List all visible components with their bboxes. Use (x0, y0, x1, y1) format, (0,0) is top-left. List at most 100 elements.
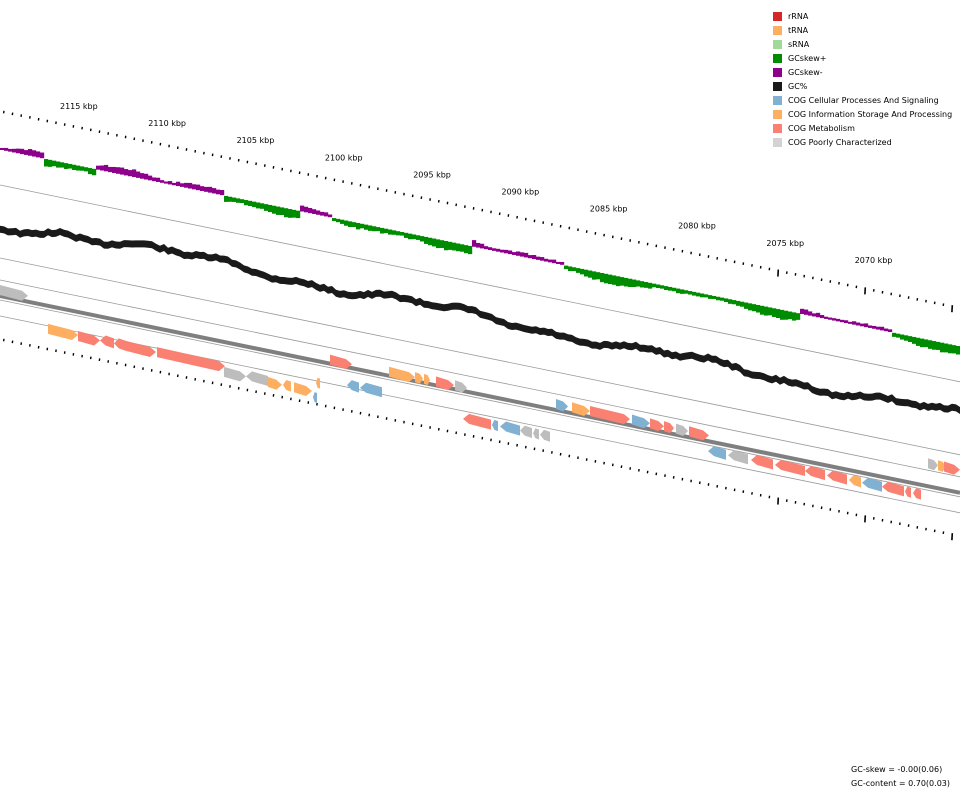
gc-skew-bar (872, 325, 877, 329)
gc-skew-bar (188, 182, 193, 189)
gene-arrow (728, 450, 748, 465)
legend-item: COG Information Storage And Processing (773, 107, 952, 121)
gc-skew-bar (540, 257, 545, 261)
gc-skew-bar (512, 252, 517, 255)
gc-skew-bar (316, 210, 321, 215)
gc-skew-bar (576, 268, 581, 273)
gc-skew-bar (388, 229, 393, 235)
gc-skew-bar (744, 302, 749, 309)
gc-skew-bar (248, 200, 253, 207)
gc-skew-bar (172, 182, 177, 186)
gc-skew-bar (304, 206, 309, 213)
gc-skew-bar (252, 201, 257, 208)
gc-skew-bar (264, 204, 269, 211)
gc-skew-bar (184, 182, 189, 188)
gc-skew-bar (236, 198, 241, 203)
gc-skew-bar (772, 308, 777, 317)
legend-swatch (773, 95, 782, 105)
gene-arrow (313, 392, 317, 403)
gc-skew-bar (132, 169, 137, 178)
gc-skew-bar (736, 300, 741, 306)
gc-skew-bar (284, 208, 289, 218)
legend-label: GCskew- (788, 67, 823, 77)
gc-skew-bar (876, 326, 881, 330)
gc-skew-bar (532, 255, 537, 260)
gc-skew-bar (644, 282, 649, 288)
gc-skew-bar (648, 282, 653, 289)
guide-line (0, 299, 960, 498)
gc-skew-bar (280, 207, 285, 216)
gc-skew-bar (216, 189, 221, 195)
gene-arrow (114, 338, 126, 351)
gc-skew-bar (416, 235, 421, 240)
gc-content-stat: GC-content = 0.70(0.03) (851, 779, 950, 788)
backbone-track (0, 294, 960, 495)
gc-skew-bar (112, 166, 117, 173)
gc-skew-bar (40, 152, 45, 159)
gc-skew-bar (32, 150, 37, 157)
gc-skew-bar (456, 243, 461, 252)
gc-skew-bar (936, 341, 941, 350)
gc-skew-bar (48, 159, 53, 167)
gene-arrow (533, 428, 539, 440)
scale-tick-label: 2095 kbp (413, 170, 451, 179)
gc-skew-bar (900, 334, 905, 340)
gc-skew-bar (892, 332, 897, 337)
legend-swatch (773, 81, 782, 91)
gene-arrow (268, 376, 282, 390)
gc-skew-bar (804, 309, 809, 315)
gc-content-track (0, 224, 960, 414)
gc-skew-bar (668, 286, 673, 291)
gc-skew-bar (572, 267, 577, 272)
gc-skew-bar (552, 259, 557, 264)
gc-skew-bar (536, 256, 541, 260)
gc-skew-bar (640, 281, 645, 288)
gc-skew-bar (852, 321, 857, 325)
gc-skew-bar (420, 236, 425, 242)
gc-skew-bar (752, 304, 757, 312)
gc-skew-bar (28, 149, 33, 156)
gc-skew-bar (64, 163, 69, 169)
gene-arrow (283, 380, 291, 392)
gc-skew-bar (76, 165, 81, 171)
gc-skew-bar (268, 204, 273, 213)
gc-skew-bar (764, 306, 769, 316)
gene-arrow (436, 376, 454, 391)
gc-content-band (0, 224, 960, 414)
gc-skew-bar (292, 209, 297, 218)
gc-skew-bar (428, 237, 433, 246)
gene-arrow (415, 372, 423, 384)
legend-label: COG Poorly Characterized (788, 137, 892, 147)
gc-skew-bar (168, 181, 173, 185)
gc-skew-bar (500, 249, 505, 253)
gc-skew-bar (688, 291, 693, 295)
gc-skew-bar (632, 279, 637, 287)
legend-label: COG Metabolism (788, 123, 855, 133)
gc-skew-bar (88, 168, 93, 175)
gene-arrow (246, 371, 268, 386)
gc-skew-bar (896, 333, 901, 338)
gc-skew-bar (408, 233, 413, 240)
legend-swatch (773, 67, 782, 77)
gc-skew-bar (156, 177, 161, 182)
gc-skew-bar (440, 240, 445, 248)
legend-swatch (773, 39, 782, 49)
gc-skew-track (0, 147, 960, 355)
gene-arrow (0, 285, 28, 301)
gc-skew-stat: GC-skew = -0.00(0.06) (851, 765, 943, 774)
guide-line (0, 279, 960, 478)
gene-arrow (316, 377, 320, 389)
gene-arrow (48, 323, 78, 340)
gc-skew-bar (52, 160, 57, 167)
gene-arrow (590, 405, 630, 425)
gc-skew-bar (760, 305, 765, 315)
gc-skew-bar (124, 169, 129, 176)
gc-skew-bar (396, 231, 401, 236)
gc-skew-bar (100, 165, 105, 171)
gc-skew-bar (360, 223, 365, 229)
gc-skew-bar (260, 203, 265, 209)
gc-skew-bar (404, 232, 409, 238)
legend-item: GCskew+ (773, 51, 952, 65)
legend-item: GCskew- (773, 65, 952, 79)
gc-skew-bar (796, 313, 801, 320)
